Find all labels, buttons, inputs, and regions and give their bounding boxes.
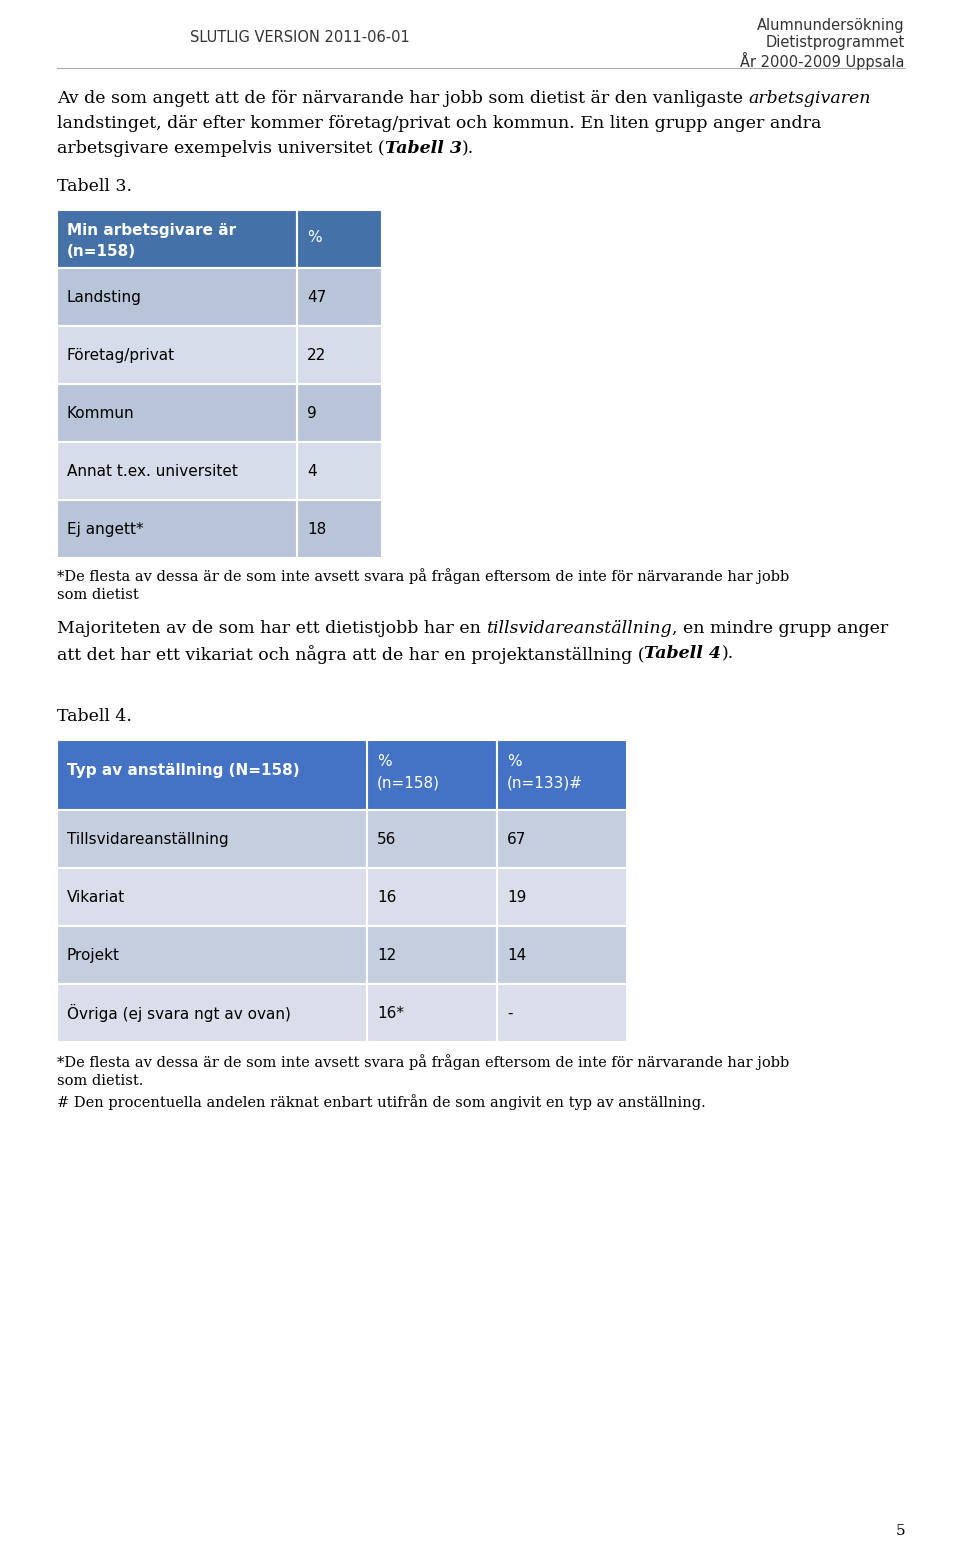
- Text: År 2000-2009 Uppsala: År 2000-2009 Uppsala: [740, 51, 905, 70]
- Text: Min arbetsgivare är: Min arbetsgivare är: [67, 223, 236, 238]
- Text: 12: 12: [377, 947, 396, 963]
- Text: %: %: [377, 754, 392, 770]
- Bar: [57, 268, 297, 326]
- Text: Kommun: Kommun: [67, 405, 134, 421]
- Bar: [297, 210, 382, 268]
- Text: SLUTLIG VERSION 2011-06-01: SLUTLIG VERSION 2011-06-01: [190, 30, 410, 45]
- Bar: [367, 868, 497, 925]
- Bar: [297, 326, 382, 383]
- Text: # Den procentuella andelen räknat enbart utifrån de som angivit en typ av anstäl: # Den procentuella andelen räknat enbart…: [57, 1094, 706, 1109]
- Text: *De flesta av dessa är de som inte avsett svara på frågan eftersom de inte för n: *De flesta av dessa är de som inte avset…: [57, 1055, 789, 1070]
- Bar: [497, 810, 627, 868]
- Text: Typ av anställning (N=158): Typ av anställning (N=158): [67, 762, 300, 777]
- Text: Tillsvidareanställning: Tillsvidareanställning: [67, 832, 228, 846]
- Text: Företag/privat: Företag/privat: [67, 347, 175, 363]
- Text: %: %: [307, 231, 322, 245]
- Bar: [367, 740, 497, 810]
- Text: Tabell 3.: Tabell 3.: [57, 178, 132, 195]
- Text: arbetsgivaren: arbetsgivaren: [749, 90, 871, 108]
- Text: Övriga (ej svara ngt av ovan): Övriga (ej svara ngt av ovan): [67, 1003, 291, 1022]
- Text: tillsvidareanställning: tillsvidareanställning: [487, 620, 672, 637]
- Text: Projekt: Projekt: [67, 947, 120, 963]
- Text: 4: 4: [307, 463, 317, 478]
- Text: Dietistprogrammet: Dietistprogrammet: [766, 34, 905, 50]
- Bar: [497, 985, 627, 1042]
- Text: Tabell 4.: Tabell 4.: [57, 707, 132, 724]
- Text: 14: 14: [507, 947, 526, 963]
- Text: 47: 47: [307, 290, 326, 304]
- Text: ).: ).: [722, 645, 733, 662]
- Bar: [57, 383, 297, 442]
- Text: (n=158): (n=158): [377, 774, 440, 790]
- Bar: [497, 868, 627, 925]
- Text: Annat t.ex. universitet: Annat t.ex. universitet: [67, 463, 238, 478]
- Text: -: -: [507, 1005, 513, 1020]
- Text: Landsting: Landsting: [67, 290, 142, 304]
- Text: (n=133)#: (n=133)#: [507, 774, 583, 790]
- Text: Alumnundersökning: Alumnundersökning: [757, 19, 905, 33]
- Bar: [57, 810, 367, 868]
- Text: Tabell 3: Tabell 3: [385, 140, 462, 157]
- Bar: [367, 925, 497, 985]
- Bar: [497, 925, 627, 985]
- Text: 22: 22: [307, 347, 326, 363]
- Text: att det har ett vikariat och några att de har en projektanställning (: att det har ett vikariat och några att d…: [57, 645, 644, 664]
- Text: som dietist.: som dietist.: [57, 1073, 143, 1087]
- Bar: [57, 210, 297, 268]
- Bar: [57, 326, 297, 383]
- Text: 16: 16: [377, 890, 396, 905]
- Text: (n=158): (n=158): [67, 245, 136, 259]
- Bar: [57, 500, 297, 558]
- Text: Av de som angett att de för närvarande har jobb som dietist är den vanligaste: Av de som angett att de för närvarande h…: [57, 90, 749, 108]
- Text: 9: 9: [307, 405, 317, 421]
- Text: , en mindre grupp anger: , en mindre grupp anger: [672, 620, 888, 637]
- Bar: [57, 925, 367, 985]
- Text: 18: 18: [307, 522, 326, 536]
- Text: ).: ).: [462, 140, 474, 157]
- Bar: [297, 268, 382, 326]
- Text: Majoriteten av de som har ett dietistjobb har en: Majoriteten av de som har ett dietistjob…: [57, 620, 487, 637]
- Text: *De flesta av dessa är de som inte avsett svara på frågan eftersom de inte för n: *De flesta av dessa är de som inte avset…: [57, 569, 789, 584]
- Text: 19: 19: [507, 890, 526, 905]
- Bar: [297, 500, 382, 558]
- Bar: [57, 985, 367, 1042]
- Text: landstinget, där efter kommer företag/privat och kommun. En liten grupp anger an: landstinget, där efter kommer företag/pr…: [57, 115, 822, 132]
- Text: %: %: [507, 754, 521, 770]
- Text: Tabell 4: Tabell 4: [644, 645, 722, 662]
- Text: Vikariat: Vikariat: [67, 890, 125, 905]
- Bar: [57, 868, 367, 925]
- Bar: [367, 985, 497, 1042]
- Text: 16*: 16*: [377, 1005, 404, 1020]
- Bar: [497, 740, 627, 810]
- Text: 56: 56: [377, 832, 396, 846]
- Bar: [57, 740, 367, 810]
- Bar: [57, 442, 297, 500]
- Bar: [367, 810, 497, 868]
- Bar: [297, 442, 382, 500]
- Text: arbetsgivare exempelvis universitet (: arbetsgivare exempelvis universitet (: [57, 140, 385, 157]
- Text: 67: 67: [507, 832, 526, 846]
- Text: som dietist: som dietist: [57, 587, 139, 601]
- Text: 5: 5: [896, 1524, 905, 1538]
- Bar: [297, 383, 382, 442]
- Text: Ej angett*: Ej angett*: [67, 522, 144, 536]
